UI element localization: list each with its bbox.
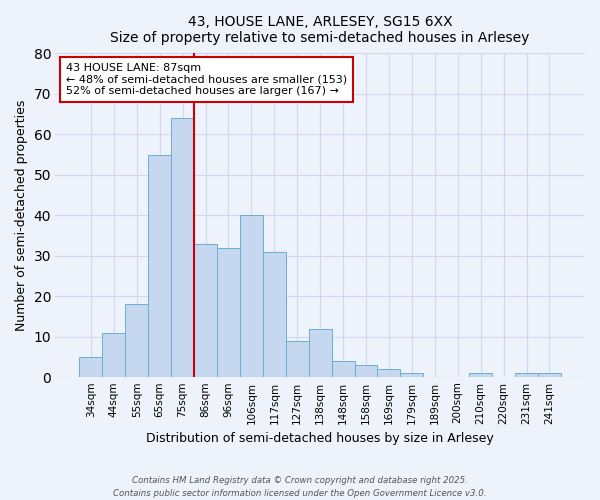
Bar xyxy=(171,118,194,378)
Bar xyxy=(125,304,148,378)
Bar xyxy=(148,154,171,378)
Bar xyxy=(469,374,492,378)
Bar xyxy=(538,374,561,378)
X-axis label: Distribution of semi-detached houses by size in Arlesey: Distribution of semi-detached houses by … xyxy=(146,432,494,445)
Bar xyxy=(240,216,263,378)
Bar xyxy=(103,333,125,378)
Title: 43, HOUSE LANE, ARLESEY, SG15 6XX
Size of property relative to semi-detached hou: 43, HOUSE LANE, ARLESEY, SG15 6XX Size o… xyxy=(110,15,530,45)
Bar xyxy=(217,248,240,378)
Bar xyxy=(309,329,332,378)
Bar xyxy=(377,370,400,378)
Bar xyxy=(515,374,538,378)
Bar xyxy=(286,341,309,378)
Bar xyxy=(355,365,377,378)
Bar xyxy=(400,374,424,378)
Y-axis label: Number of semi-detached properties: Number of semi-detached properties xyxy=(15,100,28,331)
Text: 43 HOUSE LANE: 87sqm
← 48% of semi-detached houses are smaller (153)
52% of semi: 43 HOUSE LANE: 87sqm ← 48% of semi-detac… xyxy=(66,63,347,96)
Text: Contains HM Land Registry data © Crown copyright and database right 2025.
Contai: Contains HM Land Registry data © Crown c… xyxy=(113,476,487,498)
Bar xyxy=(194,244,217,378)
Bar xyxy=(263,252,286,378)
Bar xyxy=(332,361,355,378)
Bar xyxy=(79,357,103,378)
